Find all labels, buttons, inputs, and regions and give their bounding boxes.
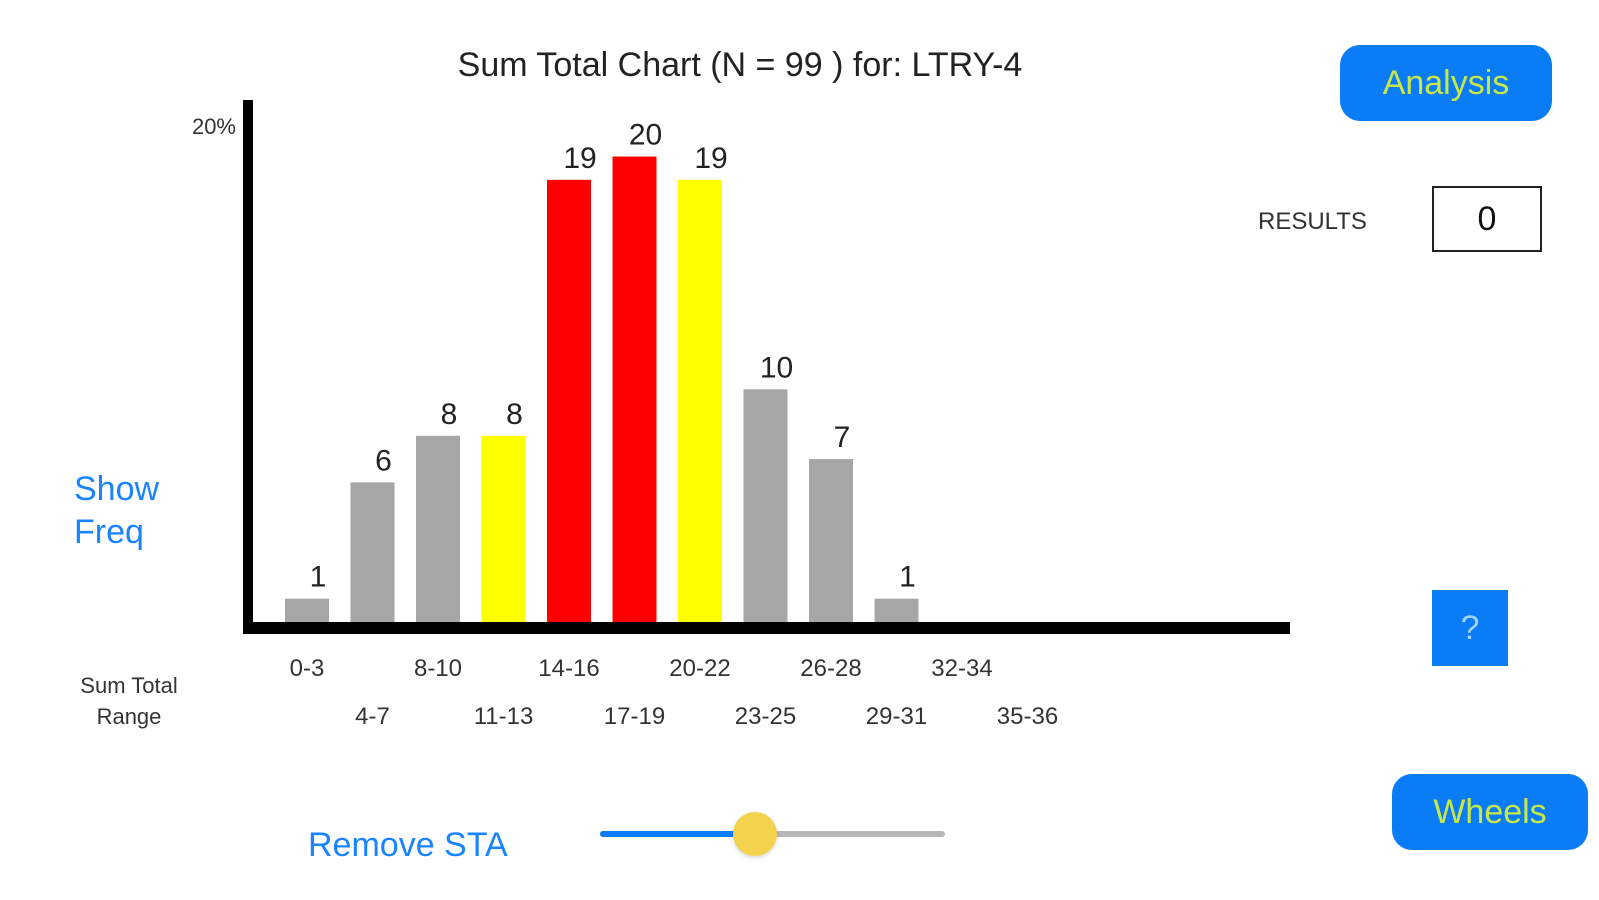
bar <box>743 389 788 622</box>
data-label: 19 <box>694 142 727 175</box>
x-tick-label: 17-19 <box>604 703 665 730</box>
x-tick-label: 4-7 <box>355 703 390 730</box>
bar <box>547 179 591 622</box>
bar <box>416 435 460 622</box>
sta-slider[interactable] <box>600 812 945 856</box>
chart-title: Sum Total Chart (N = 99 ) for: LTRY-4 <box>457 46 1023 84</box>
show-freq-button[interactable]: Show Freq <box>74 470 160 551</box>
data-label: 19 <box>563 142 596 175</box>
sum-total-range-label: Sum Total Range <box>80 673 178 729</box>
data-label: 1 <box>899 561 916 594</box>
results-value-box: 0 <box>1432 186 1542 252</box>
data-label: 8 <box>441 398 458 431</box>
results-label: RESULTS <box>1258 208 1367 235</box>
x-tick-label: 20-22 <box>669 655 730 682</box>
y-tick-label: 20% <box>192 114 236 139</box>
x-tick-label: 23-25 <box>735 703 796 730</box>
slider-fill <box>600 831 756 837</box>
bar <box>678 179 722 622</box>
data-label: 7 <box>834 421 851 454</box>
x-tick-label: 0-3 <box>290 655 325 682</box>
bar <box>612 156 657 622</box>
data-label: 8 <box>506 398 523 431</box>
x-tick-label: 14-16 <box>538 655 599 682</box>
x-tick-label: 29-31 <box>866 703 927 730</box>
bar <box>481 435 526 622</box>
wheels-button[interactable]: Wheels <box>1392 774 1588 850</box>
bar <box>350 482 395 622</box>
bar <box>285 598 329 622</box>
data-label: 20 <box>629 119 662 152</box>
x-tick-label: 35-36 <box>997 703 1058 730</box>
data-label: 1 <box>310 561 327 594</box>
slider-thumb[interactable] <box>733 812 778 856</box>
x-tick-label: 26-28 <box>800 655 861 682</box>
x-tick-label: 8-10 <box>414 655 462 682</box>
analysis-button[interactable]: Analysis <box>1340 45 1552 121</box>
bar <box>874 598 919 622</box>
data-label: 6 <box>375 444 392 477</box>
remove-sta-button[interactable]: Remove STA <box>308 826 508 864</box>
x-tick-label: 32-34 <box>931 655 992 682</box>
data-label: 10 <box>760 351 793 384</box>
x-tick-label: 11-13 <box>474 703 534 730</box>
help-button[interactable]: ? <box>1432 590 1508 666</box>
bar <box>809 459 853 622</box>
